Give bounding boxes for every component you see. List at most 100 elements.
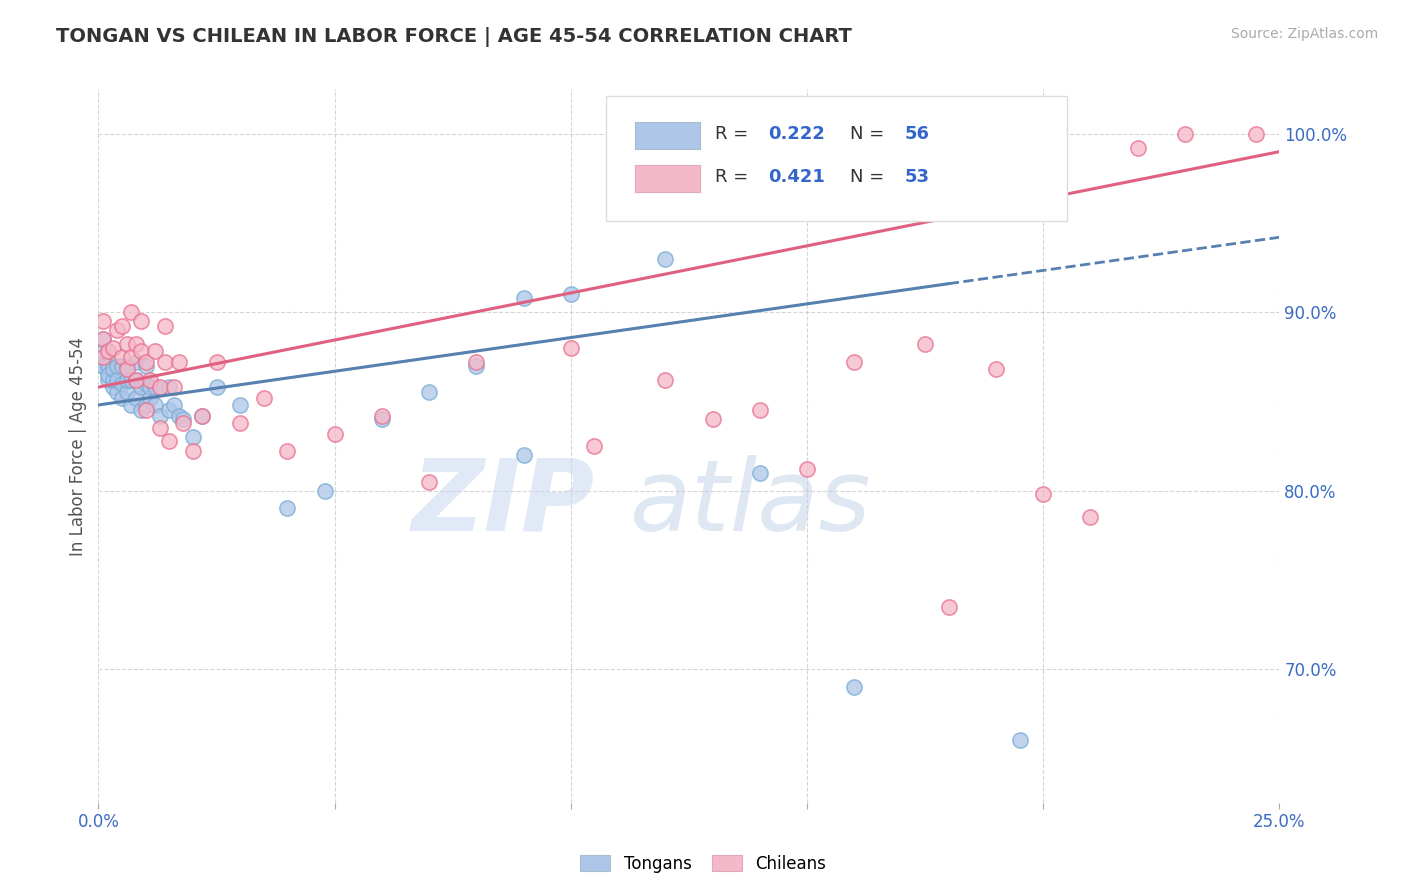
Point: [91, 359, 114, 373]
Point: [105, 385, 128, 400]
FancyBboxPatch shape: [606, 96, 1067, 221]
Point: [418, 385, 440, 400]
Point: [153, 319, 176, 334]
Point: [97, 359, 120, 373]
Point: [139, 391, 162, 405]
Point: [91, 332, 114, 346]
Point: [172, 412, 194, 426]
Point: [1080, 510, 1102, 524]
Text: N =: N =: [849, 168, 890, 186]
Text: N =: N =: [849, 125, 890, 143]
Point: [139, 380, 162, 394]
Point: [229, 398, 252, 412]
Legend: Tongans, Chileans: Tongans, Chileans: [574, 848, 832, 880]
Point: [1032, 487, 1054, 501]
Text: Source: ZipAtlas.com: Source: ZipAtlas.com: [1230, 27, 1378, 41]
Point: [125, 391, 148, 405]
Point: [276, 501, 298, 516]
Point: [253, 391, 276, 405]
Text: 0.421: 0.421: [768, 168, 825, 186]
Point: [1174, 127, 1197, 141]
Point: [748, 466, 770, 480]
Text: TONGAN VS CHILEAN IN LABOR FORCE | AGE 45-54 CORRELATION CHART: TONGAN VS CHILEAN IN LABOR FORCE | AGE 4…: [56, 27, 852, 46]
FancyBboxPatch shape: [634, 122, 700, 149]
Point: [135, 359, 157, 373]
Point: [101, 341, 124, 355]
Point: [121, 350, 143, 364]
Point: [844, 680, 866, 694]
Point: [121, 398, 143, 412]
Point: [135, 355, 157, 369]
FancyBboxPatch shape: [634, 165, 700, 192]
Point: [129, 344, 152, 359]
Point: [97, 344, 120, 359]
Point: [125, 355, 148, 369]
Point: [914, 337, 936, 351]
Point: [121, 373, 143, 387]
Point: [157, 434, 180, 448]
Point: [135, 403, 157, 417]
Point: [111, 359, 134, 373]
Point: [139, 373, 162, 387]
Point: [181, 430, 204, 444]
Text: atlas: atlas: [630, 455, 872, 551]
Point: [129, 403, 152, 417]
Point: [111, 376, 134, 391]
Point: [205, 355, 228, 369]
Point: [191, 409, 214, 423]
Point: [583, 439, 606, 453]
Point: [135, 376, 157, 391]
Point: [143, 398, 166, 412]
Point: [276, 444, 298, 458]
Point: [844, 355, 866, 369]
Point: [143, 344, 166, 359]
Point: [101, 380, 124, 394]
Point: [371, 409, 394, 423]
Point: [115, 337, 138, 351]
Point: [105, 373, 128, 387]
Point: [512, 291, 534, 305]
Point: [105, 359, 128, 373]
Point: [465, 355, 488, 369]
Point: [97, 344, 120, 359]
Point: [167, 409, 190, 423]
Point: [512, 448, 534, 462]
Point: [105, 323, 128, 337]
Point: [121, 305, 143, 319]
Point: [111, 350, 134, 364]
Point: [129, 314, 152, 328]
Point: [229, 416, 252, 430]
Text: ZIP: ZIP: [412, 455, 595, 551]
Point: [91, 359, 114, 373]
Point: [181, 444, 204, 458]
Point: [172, 416, 194, 430]
Point: [371, 412, 394, 426]
Point: [115, 359, 138, 373]
Point: [748, 403, 770, 417]
Point: [560, 341, 582, 355]
Y-axis label: In Labor Force | Age 45-54: In Labor Force | Age 45-54: [69, 336, 87, 556]
Point: [111, 391, 134, 405]
Point: [205, 380, 228, 394]
Point: [125, 337, 148, 351]
Point: [1244, 127, 1267, 141]
Point: [654, 252, 676, 266]
Point: [143, 380, 166, 394]
Point: [418, 475, 440, 489]
Point: [167, 355, 190, 369]
Point: [115, 362, 138, 376]
Point: [97, 368, 120, 382]
Point: [938, 599, 960, 614]
Point: [560, 287, 582, 301]
Point: [91, 344, 114, 359]
Text: 56: 56: [905, 125, 931, 143]
Point: [1008, 733, 1031, 747]
Point: [796, 462, 818, 476]
Point: [91, 332, 114, 346]
Point: [97, 373, 120, 387]
Point: [91, 350, 114, 364]
Point: [129, 380, 152, 394]
Point: [149, 409, 172, 423]
Text: 53: 53: [905, 168, 931, 186]
Point: [135, 398, 157, 412]
